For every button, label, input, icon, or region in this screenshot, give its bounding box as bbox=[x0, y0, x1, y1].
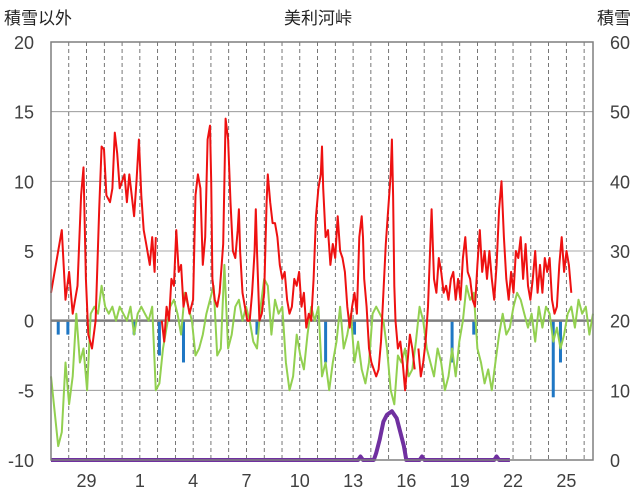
left-tick-label-0: -10 bbox=[8, 451, 34, 471]
red-series-1 bbox=[160, 117, 416, 392]
bar-4 bbox=[181, 320, 185, 363]
snow-depth-series bbox=[51, 409, 510, 462]
right-tick-label-2: 20 bbox=[610, 312, 630, 332]
right-axis-label: 積雪 bbox=[597, 9, 631, 29]
bar-6 bbox=[324, 320, 328, 363]
bar-1 bbox=[66, 320, 70, 335]
x-tick-label-4: 10 bbox=[290, 471, 310, 491]
right-tick-label-6: 60 bbox=[610, 33, 630, 53]
x-tick-label-5: 13 bbox=[343, 471, 363, 491]
green-series-3 bbox=[50, 263, 594, 448]
left-tick-label-3: 5 bbox=[24, 242, 34, 262]
left-tick-label-5: 15 bbox=[14, 103, 34, 123]
red-series-0 bbox=[50, 131, 157, 350]
right-tick-label-0: 0 bbox=[610, 451, 620, 471]
x-tick-label-7: 19 bbox=[450, 471, 470, 491]
right-tick-label-5: 50 bbox=[610, 103, 630, 123]
ticks-layer: -10 -5 0 5 10 15 20 0 10 20 30 40 50 60 29 1 4 7 10 13 16 19 2… bbox=[8, 33, 630, 491]
bar-11 bbox=[558, 320, 562, 363]
right-tick-label-1: 10 bbox=[610, 381, 630, 401]
bar-0 bbox=[56, 320, 60, 335]
x-tick-label-2: 4 bbox=[188, 471, 198, 491]
bar-3 bbox=[157, 320, 161, 356]
left-tick-label-6: 20 bbox=[14, 33, 34, 53]
x-tick-label-8: 22 bbox=[503, 471, 523, 491]
left-tick-label-4: 10 bbox=[14, 172, 34, 192]
x-tick-label-0: 29 bbox=[77, 471, 97, 491]
bar-9 bbox=[472, 320, 476, 335]
left-tick-label-2: 0 bbox=[24, 312, 34, 332]
x-tick-label-6: 16 bbox=[396, 471, 416, 491]
x-tick-label-1: 1 bbox=[135, 471, 145, 491]
right-tick-label-4: 40 bbox=[610, 172, 630, 192]
left-tick-label-1: -5 bbox=[18, 381, 34, 401]
grid bbox=[51, 42, 593, 460]
x-tick-label-3: 7 bbox=[241, 471, 251, 491]
x-tick-label-9: 25 bbox=[556, 471, 576, 491]
right-tick-label-3: 30 bbox=[610, 242, 630, 262]
red-series-2 bbox=[417, 180, 573, 378]
bar-5 bbox=[255, 320, 259, 335]
plot-frame bbox=[50, 41, 594, 461]
bar-8 bbox=[450, 320, 454, 363]
chart-title: 美利河峠 bbox=[284, 9, 352, 29]
left-axis-label: 積雪以外 bbox=[4, 9, 72, 29]
bar-7 bbox=[353, 320, 357, 335]
series-layer bbox=[50, 117, 594, 462]
bar-10 bbox=[551, 320, 555, 398]
